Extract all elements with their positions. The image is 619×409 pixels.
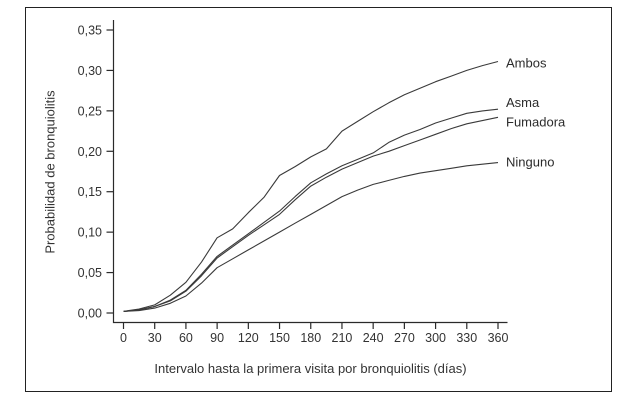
x-tick-label: 330 <box>456 331 477 345</box>
x-axis-title: Intervalo hasta la primera visita por br… <box>154 361 467 376</box>
figure-border <box>25 7 612 392</box>
x-tick-label: 0 <box>120 331 127 345</box>
curve-asma <box>123 108 499 312</box>
x-tick-label: 30 <box>148 331 162 345</box>
y-tick-label: 0,10 <box>78 226 102 240</box>
y-axis-title: Probabilidad de bronquiolitis <box>42 90 58 254</box>
y-tick-label: 0,15 <box>78 185 102 199</box>
y-tick-label: 0,30 <box>78 64 102 78</box>
curve-ninguno <box>123 162 499 312</box>
y-tick-label: 0,25 <box>78 104 102 118</box>
x-tick-label: 360 <box>488 331 509 345</box>
x-tick-label: 150 <box>269 331 290 345</box>
y-tick-label: 0,20 <box>78 145 102 159</box>
x-tick-label: 270 <box>394 331 415 345</box>
curve-ambos <box>123 60 499 312</box>
curve-fumadora <box>123 116 499 312</box>
axis-spines <box>112 20 508 324</box>
series-label-fumadora: Fumadora <box>506 114 566 129</box>
y-tick-label: 0,00 <box>78 307 102 321</box>
x-tick-label: 120 <box>238 331 259 345</box>
x-tick-label: 180 <box>300 331 321 345</box>
x-tick-label: 210 <box>332 331 353 345</box>
x-tick-label: 300 <box>425 331 446 345</box>
series-label-ambos: Ambos <box>506 56 547 71</box>
x-tick-label: 90 <box>210 331 224 345</box>
x-tick-label: 240 <box>363 331 384 345</box>
x-tick-label: 60 <box>179 331 193 345</box>
series-label-ninguno: Ninguno <box>506 155 554 170</box>
series-label-asma: Asma <box>506 95 540 110</box>
y-tick-label: 0,05 <box>78 266 102 280</box>
y-tick-label: 0,35 <box>78 24 102 38</box>
